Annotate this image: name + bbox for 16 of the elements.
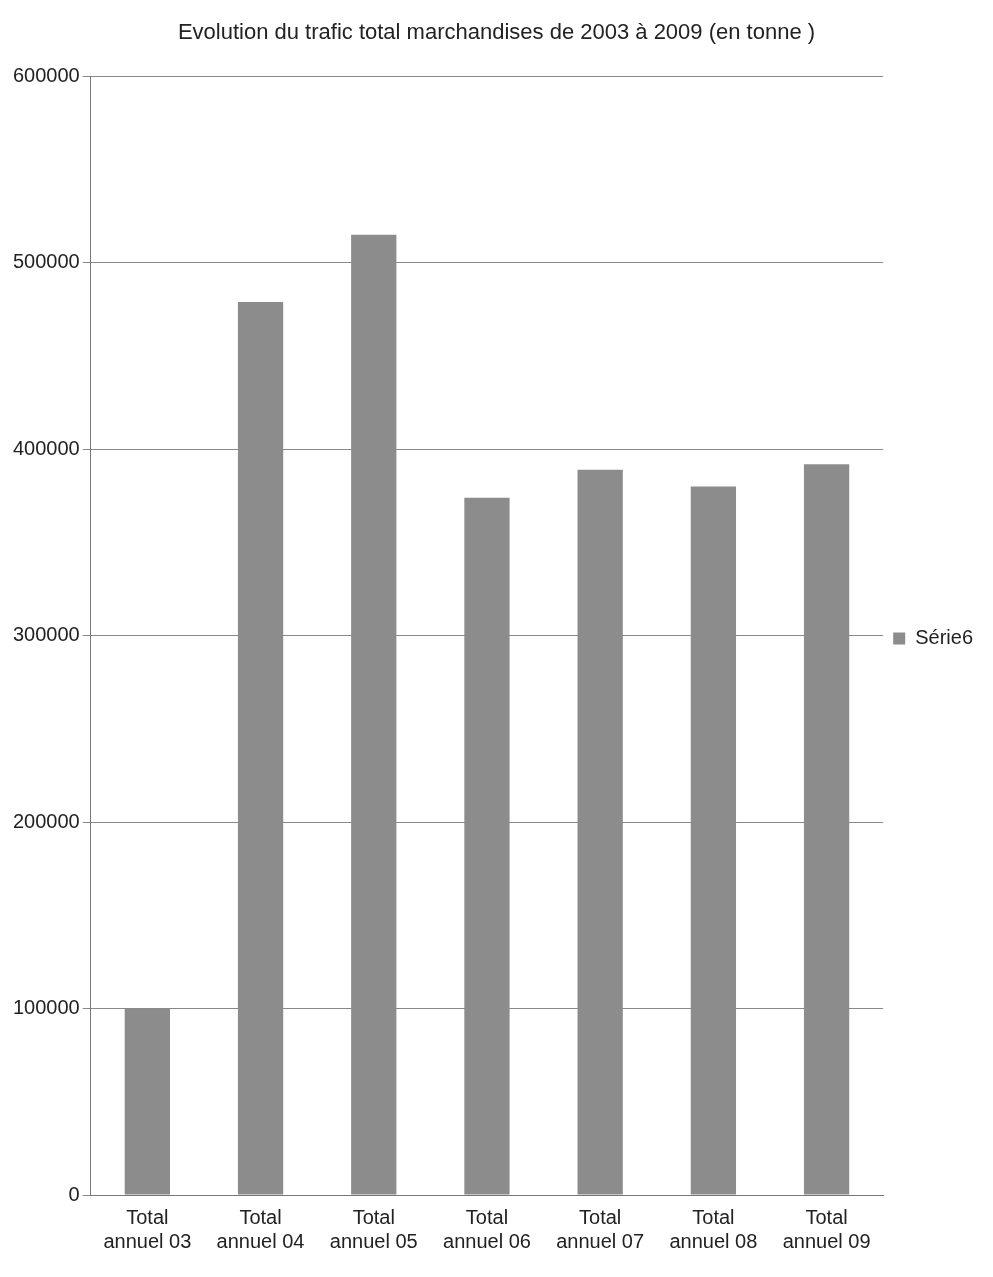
x-tick-label: Total annuel 03 xyxy=(103,1205,192,1252)
x-tick-label: Total annuel 08 xyxy=(669,1205,758,1252)
x-tick-label: Total annuel 07 xyxy=(556,1205,645,1252)
y-tick-label: 400000 xyxy=(12,436,80,459)
legend-label: Série6 xyxy=(915,626,973,649)
y-tick-label: 500000 xyxy=(12,250,80,273)
y-tick-label: 600000 xyxy=(12,63,80,86)
y-tick-label: 0 xyxy=(68,1182,80,1205)
x-tick-label: Total annuel 06 xyxy=(443,1205,531,1252)
x-tick-label: Total annuel 05 xyxy=(329,1205,418,1252)
y-tick-label: 100000 xyxy=(12,996,80,1019)
x-tick-label: Total annuel 04 xyxy=(216,1205,305,1252)
x-tick-label: Total annuel 09 xyxy=(782,1205,871,1252)
y-tick-label: 300000 xyxy=(12,623,80,646)
chart-title: Evolution du trafic total marchandises de 2003 à 2009 (en tonne ) xyxy=(177,19,816,45)
y-tick-label: 200000 xyxy=(12,809,80,832)
